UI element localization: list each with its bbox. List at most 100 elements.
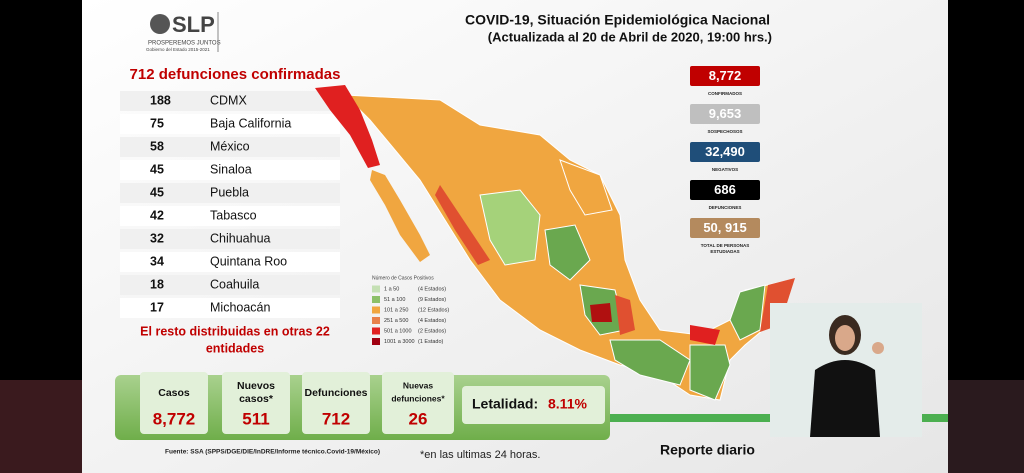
stat-label: TOTAL DE PERSONAS [701, 243, 750, 248]
summary-value: 511 [242, 409, 269, 428]
legend-range: 51 a 100 [384, 297, 405, 303]
stat-box [690, 218, 760, 238]
map-region [690, 325, 720, 345]
legend: 1 a 50 (4 Estados) 51 a 100 (9 Estados) 101 … [372, 285, 449, 345]
summary-label: defunciones* [391, 393, 445, 403]
legend-count: (9 Estados) [418, 297, 446, 303]
stat-label: CONFIRMADOS [708, 91, 742, 96]
interpreter-video [770, 303, 922, 437]
row-count: 45 [150, 185, 164, 199]
row-state: México [210, 139, 250, 153]
letalidad-value: 8.11% [548, 396, 587, 412]
map-region [609, 339, 691, 386]
legend-range: 101 a 250 [384, 307, 408, 313]
legend-count: (2 Estados) [418, 328, 446, 334]
legend-count: (4 Estados) [418, 286, 446, 292]
map-region [590, 303, 612, 322]
legend-swatch [372, 306, 380, 314]
row-count: 34 [150, 254, 164, 268]
map-region [729, 284, 766, 341]
letalidad-box [462, 386, 605, 424]
stat-value: 32,490 [705, 144, 745, 159]
summary-label: Defunciones [304, 387, 367, 399]
legend-swatch [372, 296, 380, 303]
row-bg [120, 275, 340, 295]
stat-label: ESTUDIADAS [710, 249, 739, 254]
map-region [370, 170, 430, 262]
stats: 8,772 CONFIRMADOS 9,653 SOSPECHOSOS 32,490 NE… [690, 66, 760, 254]
deaths-title: 712 defunciones confirmadas [130, 66, 341, 83]
legend-range: 501 a 1000 [384, 328, 412, 334]
stat-label: NEGATIVOS [712, 167, 738, 172]
row-count: 18 [150, 277, 164, 291]
legend-range: 1001 a 3000 [384, 339, 415, 345]
stat-box [690, 66, 760, 86]
row-bg [120, 252, 340, 272]
row-state: Coahuila [210, 277, 259, 291]
legend-count: (1 Estado) [418, 339, 444, 345]
row-count: 45 [150, 162, 164, 176]
summary-box [140, 372, 208, 434]
stat-label: SOSPECHOSOS [707, 129, 742, 134]
map-region [689, 344, 731, 401]
row-count: 58 [150, 139, 164, 153]
interpreter-body [810, 360, 880, 437]
letalidad-label: Letalidad: [472, 396, 538, 412]
legend-count: (12 Estados) [418, 307, 449, 313]
map-region [544, 224, 591, 281]
stat-label: DEFUNCIONES [709, 205, 742, 210]
deaths-note: entidades [206, 341, 264, 355]
logo-slogan: PROSPEREMOS JUNTOS [148, 41, 221, 47]
legend-range: 251 a 500 [384, 318, 408, 324]
row-bg [120, 160, 340, 180]
report-label: Reporte diario [660, 442, 755, 458]
summary-value: 712 [322, 409, 350, 428]
row-state: Quintana Roo [210, 254, 287, 268]
row-bg [120, 229, 340, 249]
summary-box [302, 372, 370, 434]
row-count: 17 [150, 300, 164, 314]
deaths-note: El resto distribuidas en otras 22 [140, 324, 330, 338]
row-count: 75 [150, 116, 164, 130]
row-bg [120, 114, 340, 134]
row-count: 32 [150, 231, 164, 245]
interpreter-hand [872, 342, 884, 354]
summary-label: Nuevos [237, 380, 275, 392]
row-bg [120, 91, 340, 111]
title: COVID-19, Situación Epidemiológica Nacio… [465, 12, 770, 28]
row-state: Chihuahua [210, 231, 271, 245]
stat-box [690, 142, 760, 162]
logo-icon [150, 14, 170, 34]
logo: SLP PROSPEREMOS JUNTOS Gobierno del Esta… [146, 12, 221, 52]
map-region [479, 189, 541, 266]
logo-subtitle: Gobierno del Estado 2015-2021 [146, 47, 210, 52]
legend-count: (4 Estados) [418, 318, 446, 324]
deaths-list: 188 CDMX 75 Baja California 58 México 45 Sinalo… [120, 91, 340, 318]
row-count: 188 [150, 93, 171, 107]
map-region [435, 185, 490, 265]
right-edge [948, 380, 1024, 473]
map-region [615, 295, 635, 335]
footnote: *en las ultimas 24 horas. [420, 449, 540, 461]
row-state: CDMX [210, 93, 247, 107]
summary-box [222, 372, 290, 434]
legend-swatch [372, 338, 380, 345]
left-edge [0, 380, 82, 473]
map-region [315, 85, 380, 168]
row-state: Baja California [210, 116, 291, 130]
logo-name: SLP [172, 12, 215, 37]
summary-label: Nuevas [403, 380, 434, 390]
stat-value: 9,653 [709, 106, 742, 121]
stat-box [690, 104, 760, 124]
stat-value: 50, 915 [703, 220, 746, 235]
legend-range: 1 a 50 [384, 286, 399, 292]
summary-value: 8,772 [153, 409, 196, 428]
summary-box [382, 372, 454, 434]
interpreter-face [835, 325, 855, 351]
stat-value: 686 [714, 182, 736, 197]
row-state: Puebla [210, 185, 249, 199]
map [315, 85, 795, 401]
legend-swatch [372, 327, 380, 335]
legend-title: Número de Casos Positivos [372, 275, 434, 281]
